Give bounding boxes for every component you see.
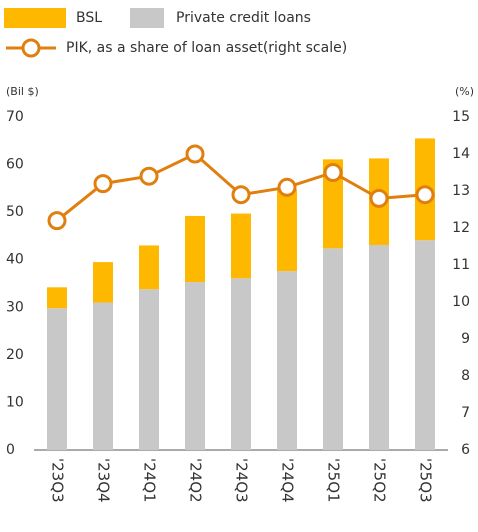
line-marker bbox=[323, 163, 343, 182]
bar-segment bbox=[93, 302, 113, 450]
legend-label: PIK, as a share of loan asset(right scal… bbox=[66, 40, 347, 56]
line-marker bbox=[369, 188, 389, 208]
bar-segment bbox=[93, 262, 113, 303]
line-marker bbox=[415, 185, 435, 205]
bar-segment bbox=[185, 282, 205, 450]
y2-tick-label: 14 bbox=[452, 146, 470, 162]
bar-segment bbox=[323, 248, 343, 450]
y-axis-title: (Bil $) bbox=[6, 85, 39, 98]
x-tick-label: '25Q2 bbox=[371, 458, 389, 503]
bar-segment bbox=[323, 159, 343, 249]
y2-tick-label: 9 bbox=[461, 331, 470, 347]
x-tick-label: '25Q3 bbox=[417, 458, 435, 503]
bar-segment bbox=[231, 278, 251, 450]
line-marker bbox=[47, 211, 67, 231]
y2-tick-label: 15 bbox=[452, 109, 470, 125]
y-tick-label: 40 bbox=[6, 252, 24, 268]
y2-tick-label: 12 bbox=[452, 220, 470, 236]
y-tick-label: 50 bbox=[6, 204, 24, 220]
y2-axis-title: (%) bbox=[455, 85, 474, 98]
y2-tick-label: 7 bbox=[461, 405, 470, 421]
y2-tick-label: 10 bbox=[452, 294, 470, 310]
y-tick-label: 70 bbox=[6, 109, 24, 125]
x-tick-label: '25Q1 bbox=[325, 458, 343, 503]
x-tick-label: '24Q4 bbox=[279, 458, 297, 503]
bar-segment bbox=[185, 215, 205, 283]
y2-tick-label: 13 bbox=[452, 183, 470, 199]
y-tick-label: 60 bbox=[6, 157, 24, 173]
bar-segment bbox=[231, 213, 251, 279]
legend-marker bbox=[21, 38, 41, 58]
bar-segment bbox=[139, 289, 159, 450]
line-marker bbox=[231, 185, 251, 205]
bar-segment bbox=[139, 245, 159, 290]
bar-segment bbox=[47, 308, 67, 450]
y-tick-label: 0 bbox=[6, 442, 15, 458]
y-tick-label: 20 bbox=[6, 347, 24, 363]
y-tick-label: 10 bbox=[6, 394, 24, 410]
line-marker bbox=[93, 174, 113, 194]
x-tick-label: '24Q2 bbox=[187, 458, 205, 503]
legend-label: Private credit loans bbox=[176, 10, 311, 26]
line-marker bbox=[277, 177, 297, 197]
y2-tick-label: 8 bbox=[461, 368, 470, 384]
x-tick-label: '24Q1 bbox=[141, 458, 159, 503]
y2-tick-label: 6 bbox=[461, 442, 470, 458]
x-tick-label: '23Q4 bbox=[95, 458, 113, 503]
bar-segment bbox=[277, 189, 297, 272]
bar-segment bbox=[369, 244, 389, 450]
legend-swatch bbox=[4, 8, 66, 28]
legend-swatch bbox=[130, 8, 164, 28]
y2-tick-label: 11 bbox=[452, 257, 470, 273]
bar-segment bbox=[47, 287, 67, 309]
line-marker bbox=[139, 166, 159, 186]
legend-label: BSL bbox=[76, 10, 102, 26]
x-tick-label: '23Q3 bbox=[49, 458, 67, 503]
bar-segment bbox=[415, 240, 435, 450]
line-marker bbox=[185, 144, 205, 164]
y-tick-label: 30 bbox=[6, 299, 24, 315]
bar-segment bbox=[277, 271, 297, 450]
x-tick-label: '24Q3 bbox=[233, 458, 251, 503]
